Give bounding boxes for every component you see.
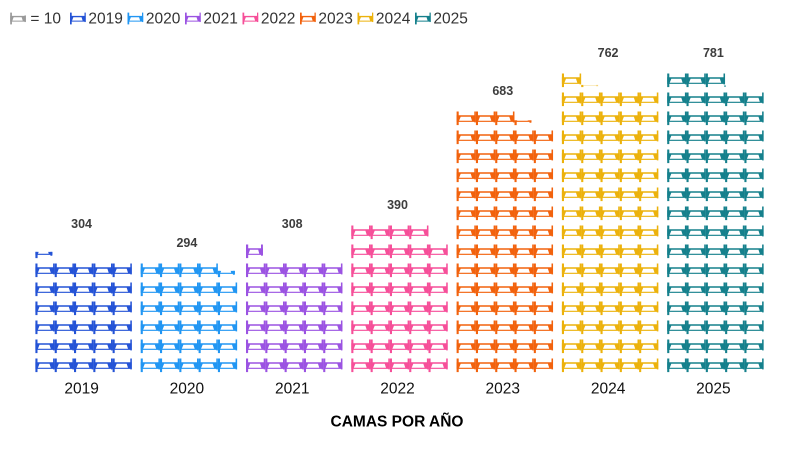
svg-text:683: 683 <box>492 84 513 98</box>
svg-text:762: 762 <box>598 46 619 60</box>
svg-text:2019: 2019 <box>88 11 122 28</box>
svg-text:2020: 2020 <box>146 11 181 28</box>
svg-text:2024: 2024 <box>591 380 626 397</box>
svg-text:304: 304 <box>71 217 92 231</box>
svg-text:2019: 2019 <box>64 380 98 397</box>
svg-text:2023: 2023 <box>486 380 520 397</box>
svg-text:2020: 2020 <box>170 380 205 397</box>
svg-text:2024: 2024 <box>376 11 411 28</box>
svg-text:2022: 2022 <box>380 380 414 397</box>
svg-text:2025: 2025 <box>433 11 467 28</box>
svg-text:294: 294 <box>176 236 197 250</box>
svg-text:CAMAS POR AÑO: CAMAS POR AÑO <box>331 412 464 430</box>
svg-text:390: 390 <box>387 198 408 212</box>
svg-text:= 10: = 10 <box>30 11 61 28</box>
svg-text:2021: 2021 <box>275 380 309 397</box>
svg-text:2025: 2025 <box>696 380 730 397</box>
svg-text:308: 308 <box>282 217 303 231</box>
svg-text:781: 781 <box>703 46 724 60</box>
svg-text:2022: 2022 <box>261 11 295 28</box>
svg-text:2023: 2023 <box>318 11 352 28</box>
svg-text:2021: 2021 <box>203 11 237 28</box>
